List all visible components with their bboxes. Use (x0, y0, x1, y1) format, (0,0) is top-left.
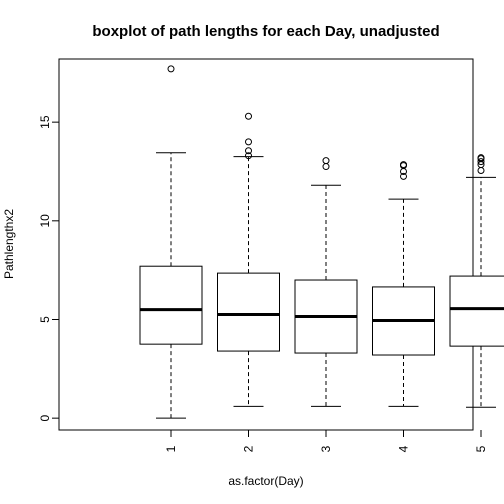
outlier-5-5 (477, 154, 485, 162)
plot-frame (58, 58, 474, 431)
chart-title: boxplot of path lengths for each Day, un… (92, 23, 439, 40)
y-tick-label-2: 10 (38, 214, 52, 228)
box-2 (217, 272, 280, 352)
chart-marks: 0 5 10 15 1 2 3 4 5 (38, 65, 504, 452)
x-tick-label-2: 2 (242, 445, 256, 452)
box-5 (449, 275, 504, 347)
outlier-1-1 (167, 65, 175, 73)
y-tick-label-3: 15 (38, 115, 52, 129)
x-tick-label-3: 3 (319, 445, 333, 452)
box-1 (139, 265, 203, 345)
outlier-4-4 (400, 161, 407, 169)
outlier-2-1 (245, 152, 252, 160)
x-tick-label-4: 4 (397, 445, 411, 452)
y-axis-label: Pathlengthx2 (2, 209, 16, 279)
outlier-3-1 (322, 163, 330, 171)
x-axis-label: as.factor(Day) (228, 474, 303, 488)
y-tick-label-0: 0 (38, 415, 52, 422)
x-tick-label-1: 1 (164, 445, 178, 452)
y-tick-label-1: 5 (38, 316, 52, 323)
outlier-2-4 (245, 112, 252, 120)
outlier-3-2 (322, 157, 330, 165)
outlier-5-1 (477, 166, 485, 174)
outlier-4-1 (400, 172, 407, 180)
outlier-5-3 (477, 158, 485, 166)
outlier-2-3 (245, 138, 252, 146)
x-tick-label-5: 5 (474, 445, 488, 452)
outlier-2-2 (245, 147, 252, 155)
